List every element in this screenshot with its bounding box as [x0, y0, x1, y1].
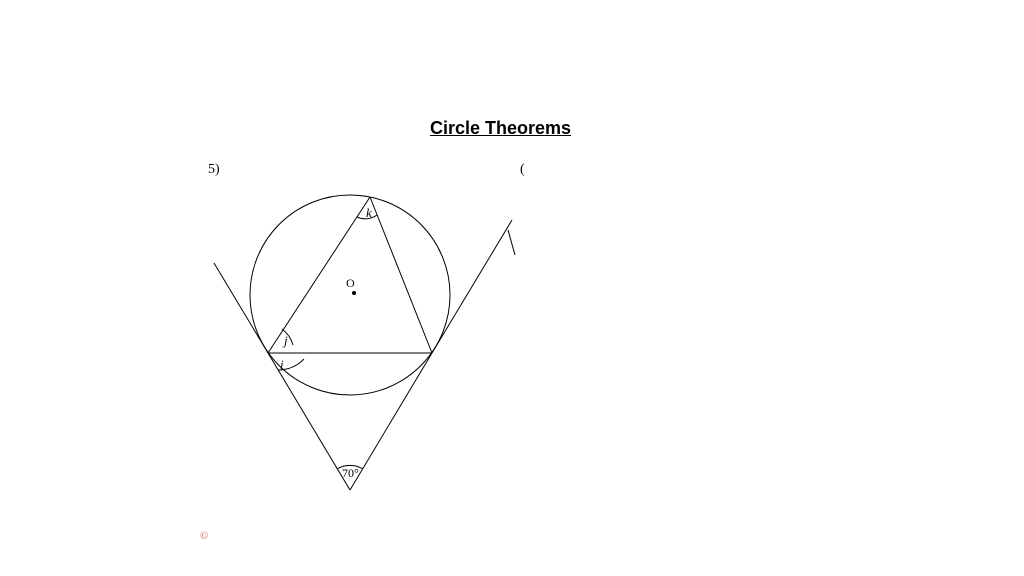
- page-title: Circle Theorems: [430, 118, 571, 139]
- geometry-svg: O j i k 70°: [200, 155, 540, 535]
- chord-right-top: [370, 197, 432, 353]
- label-j: j: [282, 333, 288, 348]
- circle-theorem-diagram: O j i k 70°: [200, 155, 540, 535]
- label-k: k: [366, 205, 372, 220]
- ext-line-right: [432, 220, 512, 353]
- label-70: 70°: [342, 466, 359, 480]
- center-label: O: [346, 276, 355, 290]
- ext-line-left: [214, 263, 268, 353]
- copyright-text: ©: [200, 530, 208, 542]
- tangent-right: [350, 353, 432, 490]
- center-dot: [352, 291, 356, 295]
- small-stroke: [508, 230, 515, 255]
- label-i: i: [280, 357, 284, 372]
- tangent-left: [268, 353, 350, 490]
